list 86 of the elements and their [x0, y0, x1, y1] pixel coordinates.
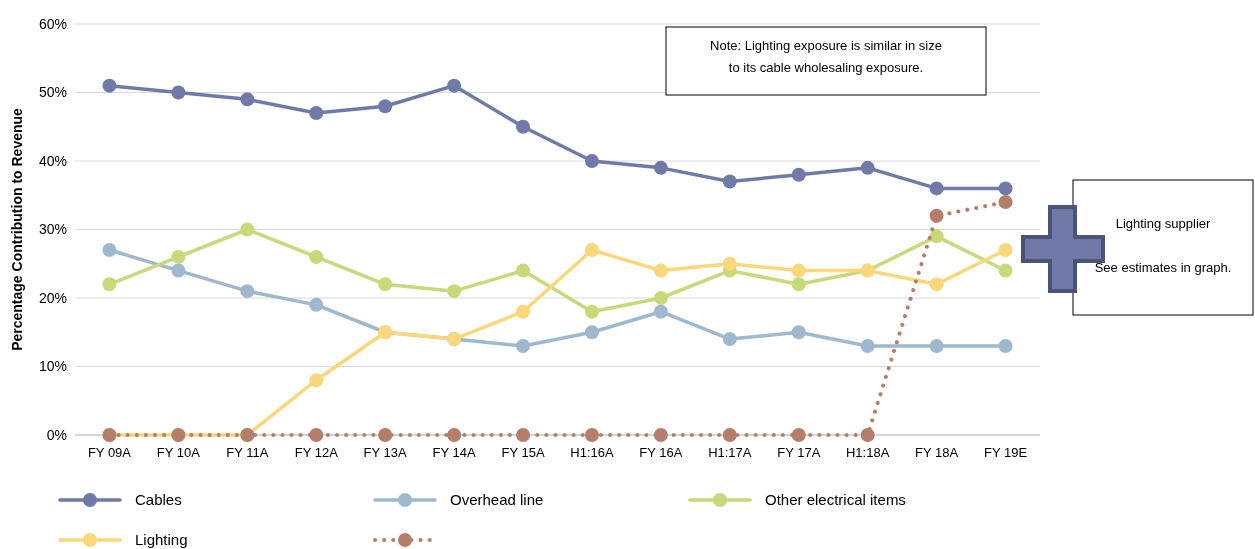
point: [791, 325, 806, 340]
x-tick-label: FY 12A: [294, 445, 339, 460]
point: [240, 92, 255, 107]
x-tick-label: FY 19E: [983, 445, 1028, 460]
point: [309, 297, 324, 312]
point: [516, 428, 531, 442]
legend-label: Lighting: [135, 531, 188, 549]
x-tick-label: FY 18A: [915, 445, 959, 460]
x-tick-label: FY 11A: [226, 445, 269, 460]
point: [309, 249, 324, 264]
point: [516, 263, 531, 278]
point: [447, 284, 462, 299]
y-tick-label: 40%: [38, 152, 67, 169]
point: [653, 160, 668, 175]
point: [516, 304, 531, 319]
point: [584, 243, 599, 258]
point: [722, 174, 737, 189]
point: [929, 229, 944, 244]
x-tick-label: FY 17A: [777, 445, 821, 460]
y-tick-label: 30%: [38, 221, 67, 238]
point: [722, 428, 737, 442]
point: [998, 195, 1013, 210]
point: [102, 78, 117, 93]
point: [171, 249, 186, 264]
point: [171, 263, 186, 278]
point: [929, 208, 944, 223]
point: [860, 338, 875, 353]
point: [860, 160, 875, 175]
point: [378, 99, 393, 114]
point: [653, 291, 668, 305]
point: [860, 428, 875, 442]
point: [791, 428, 806, 442]
point: [240, 222, 255, 237]
point: [998, 181, 1013, 196]
point: [447, 78, 462, 93]
x-tick-label: FY 10A: [156, 445, 201, 460]
y-tick-label: 20%: [38, 289, 67, 306]
point: [378, 277, 393, 292]
point: [447, 428, 462, 442]
point: [309, 428, 324, 442]
x-tick-label: FY 13A: [363, 445, 408, 460]
point: [998, 243, 1013, 258]
legend-label: Other electrical items: [765, 491, 906, 509]
point: [722, 332, 737, 347]
point: [929, 338, 944, 353]
point: [584, 428, 599, 442]
x-tick-label: FY 09A: [87, 445, 132, 460]
y-tick-label: 50%: [38, 84, 67, 101]
x-tick-label: H1:17A: [708, 445, 752, 460]
point: [240, 284, 255, 299]
legend-label: Overhead line: [450, 491, 544, 509]
y-tick-label: 10%: [38, 358, 67, 375]
legend-label: Cables: [135, 491, 182, 509]
point: [584, 154, 599, 168]
point: [102, 243, 117, 258]
point: [791, 167, 806, 182]
x-tick-label: FY 15A: [501, 445, 545, 460]
point: [516, 119, 531, 134]
x-tick-label: H1:16A: [570, 445, 614, 460]
text: Lighting supplier: [1115, 216, 1211, 231]
point: [171, 85, 186, 100]
point: [584, 325, 599, 340]
point: [653, 428, 668, 442]
x-tick-label: FY 14A: [432, 445, 476, 460]
point: [516, 338, 531, 353]
point: [722, 256, 737, 271]
x-tick-label: FY 16A: [639, 445, 683, 460]
point: [102, 277, 117, 292]
point: [584, 304, 599, 319]
y-axis-title: Percentage Contribution to Revenue: [9, 107, 25, 351]
point: [998, 263, 1013, 278]
point: [653, 263, 668, 278]
point: [653, 304, 668, 319]
text: See estimates in graph.: [1094, 260, 1232, 275]
point: [309, 373, 324, 388]
point: [791, 263, 806, 278]
point: [309, 106, 324, 121]
y-tick-label: 60%: [38, 15, 67, 32]
annotation: Note: Lighting exposure is similar in size to its cable wholesaling exposure.: [710, 38, 942, 75]
point: [929, 277, 944, 292]
point: [929, 181, 944, 196]
x-tick-label: H1:18A: [845, 445, 890, 460]
point: [791, 277, 806, 292]
y-tick-label: 0%: [46, 426, 67, 443]
point: [998, 338, 1013, 353]
point: [378, 428, 393, 442]
